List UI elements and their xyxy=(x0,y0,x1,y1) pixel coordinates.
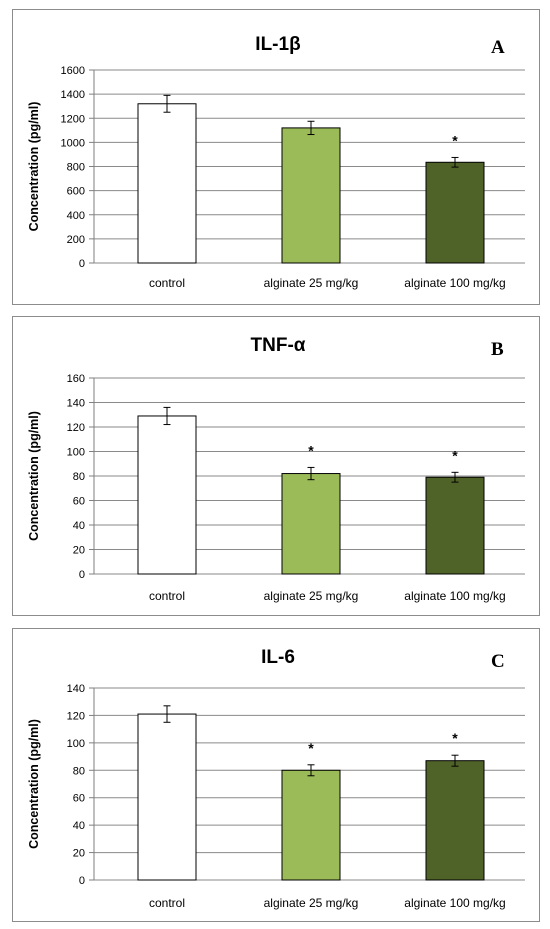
panel-label: A xyxy=(491,37,505,58)
error-bar xyxy=(451,471,459,483)
bar xyxy=(137,415,197,575)
y-tick-label: 100 xyxy=(67,447,85,459)
significance-marker: * xyxy=(452,730,458,746)
y-tick-label: 20 xyxy=(73,545,85,557)
bar xyxy=(281,473,341,575)
x-category-label: alginate 25 mg/kg xyxy=(264,896,359,910)
significance-marker: * xyxy=(308,740,314,756)
y-tick-label: 80 xyxy=(73,471,85,483)
y-tick-label: 1600 xyxy=(61,65,85,77)
y-tick-label: 80 xyxy=(73,765,85,777)
error-bar xyxy=(163,94,171,113)
chart-title: TNF-α xyxy=(251,335,306,356)
panel-label: B xyxy=(491,339,504,360)
x-category-label: alginate 100 mg/kg xyxy=(404,589,505,603)
y-tick-label: 0 xyxy=(79,569,85,581)
bar-chart: TNF-α B Concentration (pg/ml) 0 20 40 60 80 100 1… xyxy=(27,335,525,603)
y-tick-label: 120 xyxy=(67,710,85,722)
error-bar xyxy=(163,406,171,426)
bar-chart: IL-1β A Concentration (pg/ml) 0 200 400 600 800… xyxy=(27,34,525,290)
error-bar xyxy=(307,120,315,136)
chart-panel-il6: IL-6 C Concentration (pg/ml) 0 20 40 60 80 100 12… xyxy=(12,628,540,922)
error-bar xyxy=(163,705,171,723)
error-bar xyxy=(451,156,459,168)
x-category-label: alginate 100 mg/kg xyxy=(404,276,505,290)
y-tick-label: 0 xyxy=(79,258,85,270)
chart-title: IL-1β xyxy=(255,34,300,55)
x-category-label: alginate 25 mg/kg xyxy=(264,589,359,603)
y-tick-label: 800 xyxy=(67,162,85,174)
x-category-label: alginate 100 mg/kg xyxy=(404,896,505,910)
bar xyxy=(137,103,197,264)
bar xyxy=(425,161,485,264)
y-axis-label: Concentration (pg/ml) xyxy=(27,719,41,849)
bar xyxy=(281,127,341,264)
bar xyxy=(281,769,341,881)
y-tick-label: 1200 xyxy=(61,113,85,125)
y-tick-label: 100 xyxy=(67,738,85,750)
chart-panel-il1b: IL-1β A Concentration (pg/ml) 0 200 400 600 800… xyxy=(12,9,540,305)
y-axis-label: Concentration (pg/ml) xyxy=(27,411,41,541)
y-tick-label: 60 xyxy=(73,793,85,805)
chart-title: IL-6 xyxy=(261,647,295,668)
bar xyxy=(425,760,485,881)
error-bar xyxy=(307,466,315,481)
significance-marker: * xyxy=(452,132,458,148)
panel-label: C xyxy=(491,651,505,672)
bar xyxy=(137,713,197,881)
y-tick-label: 1400 xyxy=(61,89,85,101)
y-tick-label: 140 xyxy=(67,683,85,695)
y-tick-label: 120 xyxy=(67,422,85,434)
y-tick-label: 40 xyxy=(73,820,85,832)
y-tick-label: 160 xyxy=(67,373,85,385)
y-tick-label: 20 xyxy=(73,848,85,860)
y-tick-label: 1000 xyxy=(61,137,85,149)
x-category-label: control xyxy=(149,276,185,290)
y-tick-label: 600 xyxy=(67,186,85,198)
error-bar xyxy=(307,764,315,777)
error-bar xyxy=(451,754,459,767)
bar xyxy=(425,476,485,575)
y-tick-label: 400 xyxy=(67,210,85,222)
significance-marker: * xyxy=(452,447,458,463)
x-category-label: control xyxy=(149,589,185,603)
bar-chart: IL-6 C Concentration (pg/ml) 0 20 40 60 80 100 12… xyxy=(27,647,525,910)
chart-panel-tnfa: TNF-α B Concentration (pg/ml) 0 20 40 60 80 100 1… xyxy=(12,316,540,616)
y-tick-label: 140 xyxy=(67,398,85,410)
y-tick-label: 60 xyxy=(73,496,85,508)
y-tick-label: 0 xyxy=(79,875,85,887)
x-category-label: control xyxy=(149,896,185,910)
y-axis-label: Concentration (pg/ml) xyxy=(27,102,41,232)
y-tick-label: 200 xyxy=(67,234,85,246)
y-tick-label: 40 xyxy=(73,520,85,532)
x-category-label: alginate 25 mg/kg xyxy=(264,276,359,290)
significance-marker: * xyxy=(308,442,314,458)
